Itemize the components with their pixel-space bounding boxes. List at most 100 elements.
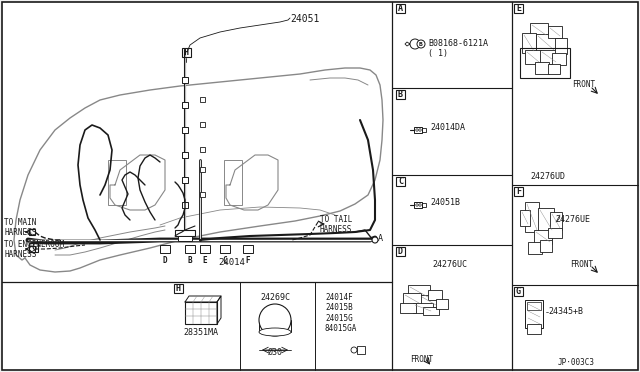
Text: E: E — [203, 256, 207, 265]
Bar — [538, 208, 554, 232]
Bar — [160, 245, 170, 253]
Text: 24276UD: 24276UD — [530, 172, 565, 181]
Bar — [174, 284, 183, 293]
Text: B: B — [188, 256, 192, 265]
Bar — [535, 62, 549, 74]
Bar — [527, 324, 541, 334]
Ellipse shape — [259, 328, 291, 336]
Bar — [540, 240, 552, 252]
Bar — [514, 187, 523, 196]
Bar — [182, 102, 188, 108]
Bar — [29, 229, 35, 235]
Text: F: F — [246, 256, 250, 265]
Text: 24345+B: 24345+B — [548, 308, 583, 317]
Bar — [396, 4, 405, 13]
Bar — [178, 236, 192, 241]
Bar — [403, 293, 421, 305]
Bar — [422, 203, 426, 207]
Bar — [200, 245, 210, 253]
Bar — [400, 303, 416, 313]
Circle shape — [372, 237, 378, 243]
Bar — [182, 127, 188, 133]
Bar — [200, 122, 205, 127]
Bar — [525, 202, 539, 232]
Bar — [428, 290, 442, 300]
Circle shape — [417, 40, 425, 48]
Text: JP·003C3: JP·003C3 — [558, 358, 595, 367]
Bar — [200, 97, 205, 102]
Bar — [514, 4, 523, 13]
Bar — [182, 152, 188, 158]
Text: G: G — [516, 287, 521, 296]
Bar — [548, 228, 562, 238]
Text: D: D — [163, 256, 167, 265]
Bar — [548, 64, 560, 74]
Bar — [408, 285, 430, 299]
Text: H: H — [184, 48, 189, 57]
Bar — [520, 210, 530, 226]
Text: B: B — [419, 42, 423, 46]
Circle shape — [351, 347, 357, 353]
Bar — [552, 53, 566, 65]
Bar — [522, 33, 536, 53]
Text: Ø30: Ø30 — [268, 348, 282, 357]
Circle shape — [410, 39, 420, 49]
Text: H: H — [176, 284, 181, 293]
Bar — [185, 245, 195, 253]
Bar — [414, 127, 422, 133]
Bar — [527, 302, 541, 310]
Bar — [420, 295, 438, 307]
Bar — [555, 38, 567, 54]
Bar — [243, 245, 253, 253]
Bar — [396, 90, 405, 99]
Text: 24276UC: 24276UC — [432, 260, 467, 269]
Bar — [525, 300, 543, 328]
Bar — [534, 230, 552, 244]
Text: 24014: 24014 — [218, 258, 245, 267]
Bar — [29, 243, 38, 252]
Bar — [396, 177, 405, 186]
Text: 24276UE: 24276UE — [555, 215, 590, 224]
Text: C: C — [223, 256, 227, 265]
Bar — [536, 34, 556, 52]
Text: G: G — [31, 243, 36, 252]
Bar — [220, 245, 230, 253]
Circle shape — [259, 304, 291, 336]
Bar — [108, 160, 126, 205]
Bar — [357, 346, 365, 354]
Text: F: F — [516, 187, 521, 196]
Text: 24269C: 24269C — [260, 293, 290, 302]
Text: 24014DA: 24014DA — [430, 122, 465, 131]
Bar — [200, 167, 205, 172]
Text: 28351MA: 28351MA — [184, 328, 218, 337]
Text: FRONT: FRONT — [572, 80, 595, 89]
Bar — [200, 147, 205, 152]
Text: B08168-6121A
( 1): B08168-6121A ( 1) — [428, 39, 488, 58]
Bar — [436, 299, 448, 309]
Bar — [182, 177, 188, 183]
Text: 24051B: 24051B — [430, 198, 460, 206]
Bar — [422, 128, 426, 132]
Bar — [185, 302, 217, 324]
Text: FRONT: FRONT — [570, 260, 593, 269]
Bar — [182, 77, 188, 83]
Bar — [540, 50, 558, 64]
Text: C: C — [398, 177, 403, 186]
Text: TO TAIL
HARNESS: TO TAIL HARNESS — [320, 215, 353, 234]
Text: 24014F
24015B
24015G
84015GA: 24014F 24015B 24015G 84015GA — [325, 293, 357, 333]
Bar — [396, 247, 405, 256]
Bar — [414, 202, 422, 208]
Bar — [514, 287, 523, 296]
Text: E: E — [516, 4, 521, 13]
Bar — [29, 246, 35, 252]
Text: TO MAIN
HARNESS: TO MAIN HARNESS — [4, 218, 36, 237]
Bar — [182, 202, 188, 208]
Bar — [528, 242, 542, 254]
Text: D: D — [398, 247, 403, 256]
Bar — [200, 192, 205, 197]
Text: B: B — [398, 90, 403, 99]
Text: TO ENGINEROOM
HARNESS: TO ENGINEROOM HARNESS — [4, 240, 64, 259]
Bar — [525, 50, 541, 64]
Bar — [423, 307, 439, 315]
Bar — [413, 303, 433, 313]
